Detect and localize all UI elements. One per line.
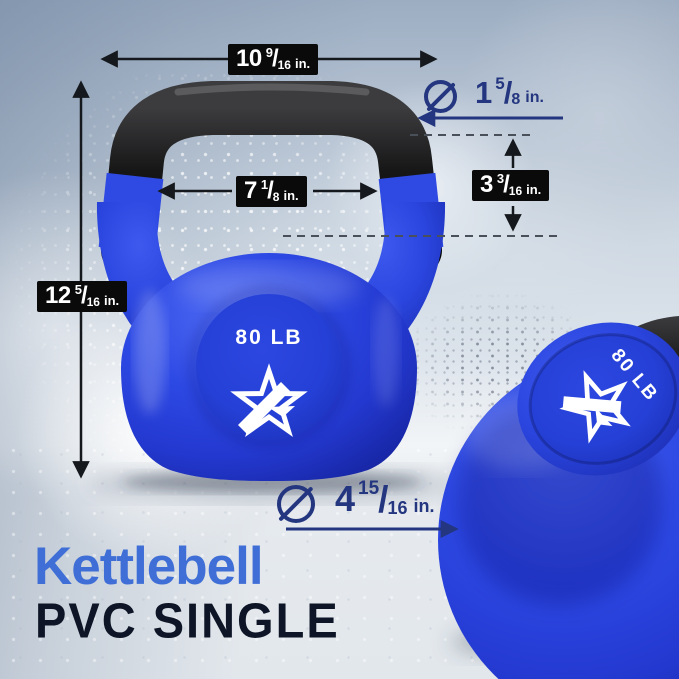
second-kettlebell: 80 LB [438, 316, 679, 679]
dimension-lines [72, 50, 563, 538]
face-plate-tilted [528, 333, 678, 465]
label-handle-clearance: 3 3/16 in. [472, 170, 550, 201]
diameter-icon [277, 485, 315, 523]
label-bell-diameter: 4 15/16 in. [277, 479, 434, 523]
label-grip-diameter: 1 5/8 in. [424, 75, 544, 113]
face-plate [196, 294, 342, 440]
product-subtitle: PVC SINGLE [35, 592, 340, 648]
main-kettlebell: 80 LB [96, 81, 446, 481]
handle [101, 81, 442, 277]
label-handle-width-outer: 10 9/16 in. [228, 44, 319, 75]
label-handle-inner-width: 7 1/8 in. [236, 176, 307, 207]
label-overall-height: 12 5/16 in. [37, 281, 128, 312]
diameter-icon [424, 80, 457, 113]
weight-label: 80 LB [235, 326, 302, 349]
product-title: Kettlebell [34, 537, 264, 596]
